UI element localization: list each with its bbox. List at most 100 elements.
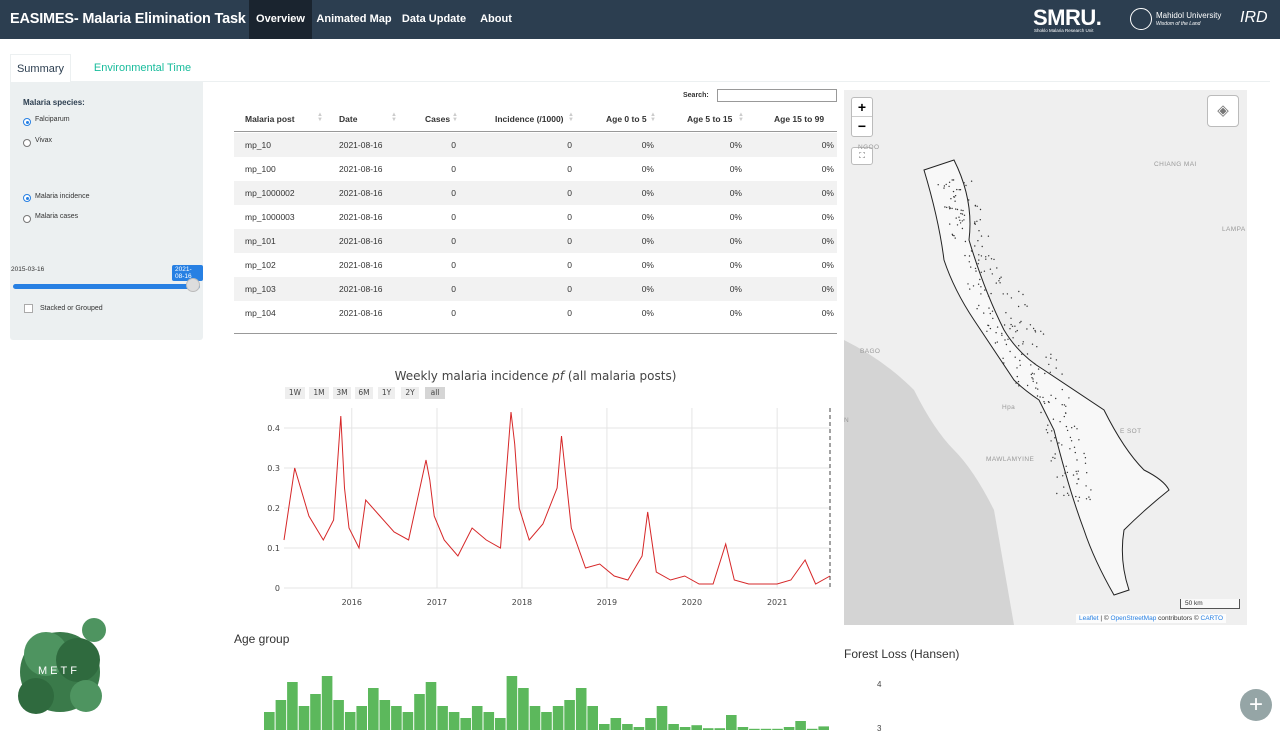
col-age-5-15[interactable]: Age 5 to 15 — [687, 114, 733, 124]
age-group-bar[interactable] — [495, 718, 506, 730]
age-group-bar[interactable] — [552, 706, 564, 730]
range-btn-1y[interactable]: 1Y — [378, 387, 395, 399]
age-group-bar[interactable] — [772, 728, 783, 730]
carto-link[interactable]: CARTO — [1200, 615, 1224, 622]
incidence-line-chart[interactable]: 0 0.1 0.2 0.3 0.4 2016 2017 2018 2019 2020 2021 — [234, 400, 837, 620]
age-group-bar[interactable] — [610, 718, 622, 730]
age-group-bar[interactable] — [391, 706, 402, 730]
age-group-bar[interactable] — [564, 700, 575, 730]
age-group-bar[interactable] — [599, 724, 610, 730]
age-group-bar[interactable] — [714, 728, 726, 730]
age-group-bar[interactable] — [414, 694, 425, 730]
col-date[interactable]: Date — [339, 114, 358, 124]
brand-title[interactable]: EASIMES- Malaria Elimination Task Force — [10, 11, 288, 27]
layers-icon[interactable]: ◈ — [1207, 95, 1239, 127]
osm-link[interactable]: OpenStreetMap — [1110, 615, 1157, 622]
map-canvas[interactable] — [844, 90, 1247, 625]
age-group-bar[interactable] — [298, 706, 310, 730]
fullscreen-icon[interactable]: ⛶ — [851, 147, 873, 165]
age-group-bar[interactable] — [287, 682, 298, 730]
age-group-bar[interactable] — [425, 682, 437, 730]
age-group-bar[interactable] — [356, 706, 367, 730]
range-btn-3m[interactable]: 3M — [333, 387, 351, 399]
sort-icon[interactable]: ▲ ▼ — [317, 112, 323, 123]
age-group-bar[interactable] — [622, 724, 633, 730]
range-btn-1m[interactable]: 1M — [309, 387, 329, 399]
col-age-15-99[interactable]: Age 15 to 99 — [774, 114, 825, 124]
age-group-bar[interactable] — [656, 706, 668, 730]
add-fab-button[interactable]: + — [1240, 689, 1272, 721]
age-group-bar[interactable] — [633, 727, 645, 730]
col-cases[interactable]: Cases — [425, 114, 451, 124]
age-group-bar[interactable] — [749, 728, 760, 730]
range-btn-all[interactable]: all — [425, 387, 445, 399]
age-group-bar[interactable] — [518, 688, 529, 730]
sort-icon[interactable]: ▲ ▼ — [391, 112, 397, 123]
age-group-bar[interactable] — [471, 706, 483, 730]
age-group-bar[interactable] — [795, 721, 806, 730]
age-group-bar[interactable] — [575, 688, 587, 730]
age-group-bar[interactable] — [541, 712, 552, 730]
age-group-bar[interactable] — [506, 676, 518, 730]
zoom-in-button[interactable]: + — [852, 98, 872, 117]
nav-animated-map[interactable]: Animated Map — [316, 13, 392, 25]
sort-icon[interactable]: ▲ ▼ — [452, 112, 458, 123]
age-group-bar-chart[interactable] — [234, 652, 837, 730]
age-group-bar[interactable] — [460, 718, 471, 730]
sort-icon[interactable]: ▲ ▼ — [738, 112, 744, 123]
range-btn-1w[interactable]: 1W — [285, 387, 305, 399]
zoom-out-button[interactable]: − — [857, 118, 867, 134]
age-group-bar[interactable] — [275, 700, 287, 730]
date-slider-track[interactable] — [13, 284, 200, 289]
radio-falciparum[interactable] — [23, 118, 31, 126]
age-group-bar[interactable] — [333, 700, 344, 730]
sort-icon[interactable]: ▲ ▼ — [568, 112, 574, 123]
nav-overview[interactable]: Overview — [249, 0, 312, 39]
col-malaria-post[interactable]: Malaria post — [245, 114, 295, 124]
age-group-bar[interactable] — [264, 712, 275, 730]
age-group-bar[interactable] — [448, 712, 460, 730]
incidence-series-line[interactable] — [283, 411, 831, 585]
age-group-bar[interactable] — [310, 694, 321, 730]
range-btn-6m[interactable]: 6M — [355, 387, 373, 399]
radio-falciparum-label[interactable]: Falciparum — [35, 116, 70, 123]
range-btn-2y[interactable]: 2Y — [401, 387, 419, 399]
age-group-bar[interactable] — [806, 728, 818, 730]
age-group-bar[interactable] — [726, 715, 737, 730]
age-group-bar[interactable] — [702, 728, 714, 730]
age-group-bar[interactable] — [483, 712, 495, 730]
age-group-bar[interactable] — [379, 700, 391, 730]
nav-data-update[interactable]: Data Update — [401, 13, 467, 25]
table-search-input[interactable] — [717, 89, 837, 102]
age-group-bar[interactable] — [587, 706, 598, 730]
table-row[interactable]: mp_10 2021-08-16 0 0 0% 0% 0% — [234, 133, 837, 157]
table-row[interactable]: mp_1000002 2021-08-16 0 0 0% 0% 0% — [234, 181, 837, 205]
age-group-bar[interactable] — [783, 727, 795, 730]
col-age-0-5[interactable]: Age 0 to 5 — [606, 114, 647, 124]
sort-icon[interactable]: ▲ ▼ — [650, 112, 656, 123]
age-group-bar[interactable] — [679, 727, 691, 730]
leaflet-link[interactable]: Leaflet — [1079, 615, 1099, 622]
age-group-bar[interactable] — [529, 706, 541, 730]
radio-malaria-incidence[interactable] — [23, 194, 31, 202]
table-row[interactable]: mp_101 2021-08-16 0 0 0% 0% 0% — [234, 229, 837, 253]
radio-vivax[interactable] — [23, 139, 31, 147]
date-slider-handle[interactable] — [186, 278, 200, 292]
table-row[interactable]: mp_1000003 2021-08-16 0 0 0% 0% 0% — [234, 205, 837, 229]
table-row[interactable]: mp_104 2021-08-16 0 0 0% 0% 0% — [234, 301, 837, 325]
age-group-bar[interactable] — [402, 712, 414, 730]
nav-about[interactable]: About — [480, 13, 512, 25]
age-group-bar[interactable] — [737, 727, 749, 730]
age-group-bar[interactable] — [368, 688, 379, 730]
age-group-bar[interactable] — [321, 676, 333, 730]
table-row[interactable]: mp_100 2021-08-16 0 0 0% 0% 0% — [234, 157, 837, 181]
col-incidence[interactable]: Incidence (/1000) — [495, 114, 564, 124]
age-group-bar[interactable] — [760, 728, 772, 730]
radio-malaria-incidence-label[interactable]: Malaria incidence — [35, 193, 90, 200]
table-row[interactable]: mp_103 2021-08-16 0 0 0% 0% 0% — [234, 277, 837, 301]
age-group-bar[interactable] — [344, 712, 356, 730]
radio-malaria-cases[interactable] — [23, 215, 31, 223]
stacked-grouped-checkbox[interactable] — [24, 304, 33, 313]
age-group-bar[interactable] — [437, 706, 448, 730]
age-group-bar[interactable] — [818, 726, 829, 730]
